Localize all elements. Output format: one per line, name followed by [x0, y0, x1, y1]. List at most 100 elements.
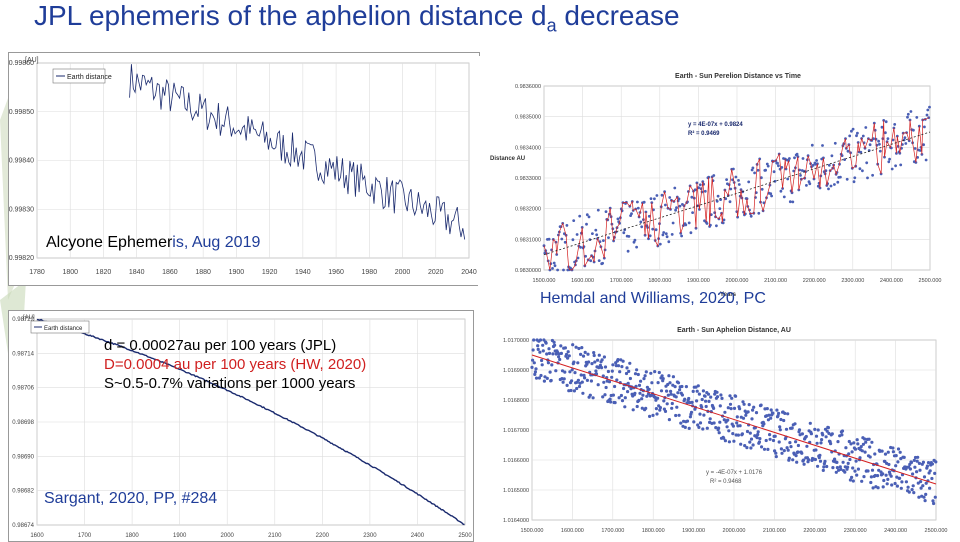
- trend-r2: R² = 0.9469: [688, 130, 720, 137]
- x-tick-label: 1900.000: [682, 528, 705, 534]
- data-point: [671, 383, 675, 387]
- data-point: [782, 449, 786, 453]
- data-point: [778, 425, 782, 429]
- data-point: [548, 370, 552, 374]
- y-tick-label: 0.98690: [12, 454, 34, 460]
- data-point: [591, 396, 595, 400]
- data-point: [654, 407, 658, 411]
- data-point: [752, 405, 756, 409]
- data-point: [836, 440, 840, 444]
- data-point: [675, 206, 678, 210]
- data-point: [855, 473, 859, 477]
- data-point: [665, 389, 669, 393]
- data-point: [881, 485, 885, 489]
- data-point: [532, 338, 536, 342]
- data-point: [655, 194, 659, 197]
- trend-r2: R² = 0.9468: [710, 479, 742, 485]
- data-point: [909, 460, 914, 464]
- data-point: [683, 425, 687, 429]
- data-point: [830, 432, 834, 436]
- data-point: [623, 405, 627, 409]
- data-point: [917, 495, 921, 499]
- data-point: [670, 406, 674, 410]
- data-point: [701, 427, 705, 431]
- x-tick-label: 1800.000: [648, 278, 671, 284]
- data-point: [791, 458, 795, 462]
- data-point: [870, 468, 875, 472]
- data-point: [854, 459, 858, 463]
- data-point: [909, 110, 913, 113]
- y-tick-label: 0.98706: [12, 386, 34, 392]
- data-point: [666, 382, 670, 387]
- data-point: [934, 460, 938, 464]
- data-point: [643, 374, 647, 378]
- data-point: [756, 168, 760, 172]
- data-point: [667, 240, 671, 244]
- data-point: [594, 228, 598, 232]
- data-point: [725, 178, 728, 181]
- data-point: [659, 389, 664, 393]
- data-point: [603, 365, 608, 369]
- data-point: [601, 395, 605, 399]
- data-point: [645, 394, 649, 398]
- data-point: [626, 249, 630, 253]
- x-tick-label: 1500.000: [521, 528, 544, 534]
- data-point: [885, 482, 889, 486]
- data-point: [715, 199, 719, 203]
- x-tick-label: 2200: [316, 533, 330, 539]
- y-tick-label: 0.9832000: [515, 207, 541, 213]
- data-point: [574, 345, 578, 349]
- data-point: [886, 450, 890, 454]
- data-point: [816, 464, 820, 468]
- data-point: [732, 439, 736, 443]
- data-point: [825, 429, 829, 433]
- data-point: [835, 460, 839, 464]
- data-point: [673, 385, 677, 389]
- data-point: [583, 376, 587, 380]
- data-point: [564, 352, 569, 357]
- data-point: [808, 182, 812, 186]
- data-point: [591, 232, 594, 236]
- data-point: [620, 365, 624, 369]
- data-point: [664, 203, 667, 207]
- data-point: [766, 447, 770, 451]
- x-tick-label: 2400: [411, 533, 425, 539]
- y-tick-label: 1.0165000: [503, 488, 529, 494]
- data-point: [542, 379, 546, 383]
- data-point: [726, 418, 730, 422]
- data-point: [667, 374, 671, 378]
- data-point: [636, 206, 640, 210]
- data-point: [635, 404, 639, 409]
- data-point: [754, 411, 759, 415]
- data-point: [628, 361, 632, 365]
- data-point: [856, 442, 860, 446]
- data-point: [835, 466, 839, 470]
- data-point: [575, 233, 579, 236]
- data-point: [796, 450, 800, 454]
- data-point: [878, 149, 882, 153]
- data-point: [852, 180, 856, 184]
- data-point: [698, 183, 702, 187]
- data-point: [586, 352, 590, 356]
- data-point: [924, 492, 928, 496]
- data-point: [534, 376, 539, 380]
- data-point: [567, 354, 571, 358]
- x-tick-label: 1900: [229, 269, 245, 276]
- data-point: [727, 429, 731, 433]
- y-tick-label: 0.9833000: [515, 176, 541, 182]
- data-point: [622, 231, 626, 235]
- x-tick-label: 1820: [96, 269, 112, 276]
- data-point: [660, 374, 664, 378]
- data-point: [579, 373, 583, 377]
- data-point: [580, 346, 584, 350]
- data-point: [916, 455, 920, 459]
- data-point: [540, 358, 544, 363]
- data-point: [871, 486, 875, 490]
- perihelion-chart-panel: Earth - Sun Perelion Distance vs Time 150…: [478, 56, 948, 302]
- data-point: [626, 390, 630, 394]
- data-point: [697, 425, 701, 429]
- data-point: [561, 380, 565, 384]
- data-point: [661, 377, 665, 381]
- data-point: [907, 490, 911, 494]
- data-point: [859, 150, 863, 154]
